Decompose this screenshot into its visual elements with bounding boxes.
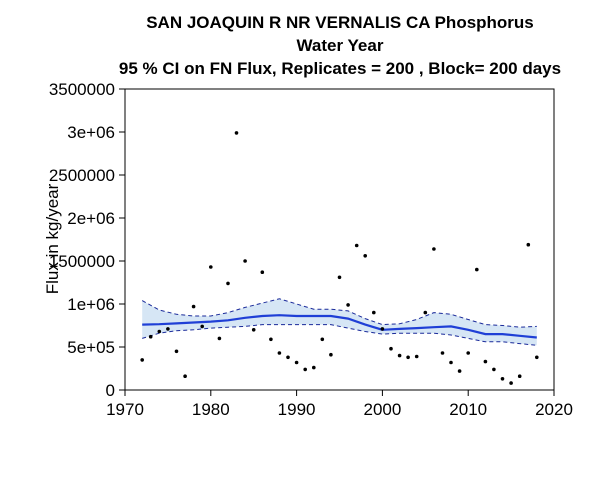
data-point — [449, 360, 453, 365]
y-tick-label: 5e+05 — [67, 338, 115, 357]
data-point — [294, 360, 299, 365]
data-point — [200, 324, 204, 329]
data-point — [157, 329, 162, 334]
data-point — [226, 281, 230, 286]
data-point — [251, 328, 256, 332]
data-point — [183, 374, 187, 379]
ci-upper-line — [141, 298, 537, 328]
y-axis-label: Flux in kg/year — [43, 183, 62, 294]
data-point — [509, 381, 513, 385]
data-point — [234, 131, 239, 135]
y-tick-label: 3e+06 — [67, 123, 115, 142]
data-point — [140, 358, 144, 362]
y-tick-label: 2e+06 — [67, 209, 115, 228]
x-tick-label: 1990 — [278, 400, 316, 419]
data-point — [406, 355, 410, 360]
data-point — [260, 270, 265, 275]
data-point — [243, 259, 247, 263]
data-point — [380, 327, 385, 331]
plot-area-frame — [124, 88, 555, 391]
data-point — [466, 351, 471, 355]
title-line-2: Water Year — [297, 36, 384, 55]
x-tick-label: 1970 — [106, 400, 144, 419]
title-line-1: SAN JOAQUIN R NR VERNALIS CA Phosphorus — [146, 13, 534, 32]
data-points — [140, 131, 539, 385]
data-point — [517, 374, 522, 379]
data-point — [303, 367, 308, 372]
data-point — [483, 359, 488, 364]
data-point — [389, 346, 393, 351]
data-point — [432, 247, 436, 251]
x-tick-label: 1980 — [192, 400, 230, 419]
data-point — [372, 310, 376, 315]
title-line-3: 95 % CI on FN Flux, Replicates = 200 , B… — [119, 59, 561, 78]
data-point — [269, 337, 273, 342]
data-point — [148, 334, 153, 339]
data-point — [191, 304, 196, 309]
data-point — [492, 367, 496, 372]
x-axis: 1970 1980 1990 2000 2010 2020 — [106, 390, 573, 419]
y-axis: 0 5e+05 1e+06 1500000 2e+06 2500000 3e+06 35000… — [49, 80, 125, 400]
trend-line — [142, 314, 537, 339]
data-point — [329, 352, 333, 357]
data-point — [312, 365, 316, 370]
data-point — [475, 267, 479, 272]
data-point — [286, 355, 290, 360]
y-tick-label: 1500000 — [49, 252, 115, 271]
y-tick-label: 3500000 — [49, 80, 115, 99]
data-point — [337, 275, 342, 280]
data-point — [354, 243, 359, 248]
x-tick-label: 2010 — [449, 400, 487, 419]
y-tick-label: 0 — [106, 381, 115, 400]
ci-lower-line — [142, 324, 537, 346]
data-point — [277, 351, 282, 355]
confidence-interval — [141, 298, 537, 346]
data-point — [217, 336, 222, 341]
data-point — [526, 242, 531, 247]
data-point — [174, 349, 179, 354]
data-point — [346, 303, 350, 307]
chart-title: SAN JOAQUIN R NR VERNALIS CA Phosphorus … — [119, 13, 561, 78]
x-tick-label: 2020 — [535, 400, 573, 419]
data-point — [440, 351, 445, 355]
data-point — [209, 265, 213, 269]
x-tick-label: 2000 — [363, 400, 401, 419]
data-point — [320, 337, 325, 342]
data-point — [423, 310, 428, 315]
data-point — [535, 355, 539, 360]
data-point — [457, 369, 462, 373]
data-point — [397, 353, 402, 358]
data-point — [500, 377, 505, 381]
data-point — [166, 327, 170, 331]
data-point — [414, 354, 419, 359]
trend-line-layer — [142, 314, 537, 339]
data-point — [363, 254, 368, 258]
y-tick-label: 1e+06 — [67, 295, 115, 314]
y-tick-label: 2500000 — [49, 166, 115, 185]
ci-band — [142, 298, 537, 346]
